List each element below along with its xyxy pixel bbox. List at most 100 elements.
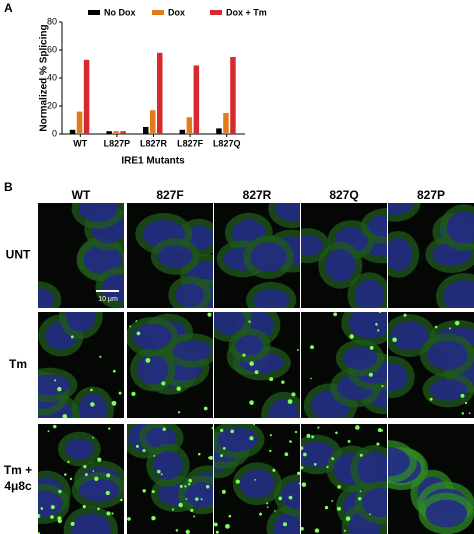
cell-nucleus xyxy=(281,480,300,510)
puncta xyxy=(375,322,378,326)
micrograph xyxy=(38,424,124,534)
puncta xyxy=(266,502,269,505)
column-header: 827P xyxy=(417,188,445,202)
puncta xyxy=(333,312,338,317)
cell-nucleus xyxy=(235,335,264,356)
puncta xyxy=(347,439,351,443)
puncta xyxy=(301,466,304,470)
x-axis-label: IRE1 Mutants xyxy=(121,156,185,167)
cell-nucleus xyxy=(427,340,468,370)
puncta xyxy=(336,506,341,511)
puncta xyxy=(171,508,175,511)
puncta xyxy=(200,498,203,501)
micrograph xyxy=(214,424,300,534)
puncta xyxy=(40,507,44,510)
y-axis-label: Normalized % Splicing xyxy=(39,24,50,131)
puncta xyxy=(214,522,218,527)
bar xyxy=(69,129,76,134)
cell-nucleus xyxy=(301,441,335,468)
puncta xyxy=(105,490,110,496)
cell-nucleus xyxy=(217,427,258,452)
micrograph xyxy=(38,203,124,308)
puncta xyxy=(220,428,224,433)
puncta xyxy=(222,446,226,450)
puncta xyxy=(120,498,123,502)
puncta xyxy=(301,446,304,450)
puncta xyxy=(464,401,468,405)
puncta xyxy=(248,320,251,323)
cell-nucleus xyxy=(361,487,387,518)
puncta xyxy=(281,380,285,384)
micrograph-content xyxy=(214,424,300,534)
x-tick-label: WT xyxy=(73,138,87,148)
micrograph xyxy=(127,203,213,308)
puncta xyxy=(47,430,50,433)
cell-nucleus xyxy=(132,323,172,350)
bar xyxy=(143,127,149,134)
micrograph xyxy=(214,312,300,418)
puncta xyxy=(57,518,62,524)
bar xyxy=(106,131,112,134)
puncta xyxy=(207,312,212,317)
puncta xyxy=(188,478,192,483)
puncta xyxy=(324,505,329,510)
column-header: 827F xyxy=(156,188,183,202)
cell-nucleus xyxy=(175,283,205,308)
micrograph xyxy=(301,424,387,534)
puncta xyxy=(112,369,116,373)
puncta xyxy=(298,482,300,485)
puncta xyxy=(242,353,246,357)
puncta xyxy=(69,477,73,481)
puncta xyxy=(343,529,346,532)
y-tick-label: 80 xyxy=(47,16,57,26)
legend-label: No Dox xyxy=(104,7,136,17)
puncta xyxy=(259,512,263,516)
y-tick-label: 60 xyxy=(47,44,57,54)
micrograph xyxy=(388,312,474,418)
puncta xyxy=(335,431,338,435)
puncta xyxy=(97,457,102,462)
column-header: WT xyxy=(72,188,91,202)
puncta xyxy=(94,476,99,482)
puncta xyxy=(296,348,299,351)
cell-nucleus xyxy=(83,245,123,275)
micrograph-content xyxy=(38,424,124,534)
puncta xyxy=(67,460,70,464)
puncta xyxy=(359,453,363,457)
micrograph xyxy=(214,203,300,308)
micrograph xyxy=(388,424,474,534)
cell-nucleus xyxy=(325,248,356,282)
micrograph xyxy=(301,203,387,308)
puncta xyxy=(179,484,183,488)
micrograph xyxy=(301,312,387,418)
puncta xyxy=(272,468,276,472)
micrograph-content xyxy=(301,424,387,534)
micrograph-content xyxy=(38,312,124,418)
puncta xyxy=(162,427,166,431)
puncta xyxy=(301,526,304,531)
bar xyxy=(83,59,90,134)
bar xyxy=(216,128,222,134)
puncta xyxy=(185,529,190,534)
puncta xyxy=(454,320,460,326)
puncta xyxy=(337,485,341,489)
puncta xyxy=(211,427,213,430)
puncta xyxy=(129,325,132,328)
puncta xyxy=(282,522,287,527)
puncta xyxy=(197,452,201,456)
cell-nucleus xyxy=(64,438,94,460)
puncta xyxy=(156,469,161,474)
puncta xyxy=(429,397,433,401)
legend-swatch xyxy=(88,10,100,15)
cell-nucleus xyxy=(214,312,245,335)
bar xyxy=(230,57,236,134)
puncta xyxy=(177,411,181,414)
puncta xyxy=(368,372,373,377)
bar xyxy=(113,131,119,134)
puncta xyxy=(83,464,87,469)
cell-nucleus xyxy=(78,203,118,222)
puncta xyxy=(355,425,360,430)
puncta xyxy=(379,312,382,314)
cell-nucleus xyxy=(388,362,408,392)
cell-nucleus xyxy=(250,242,287,273)
